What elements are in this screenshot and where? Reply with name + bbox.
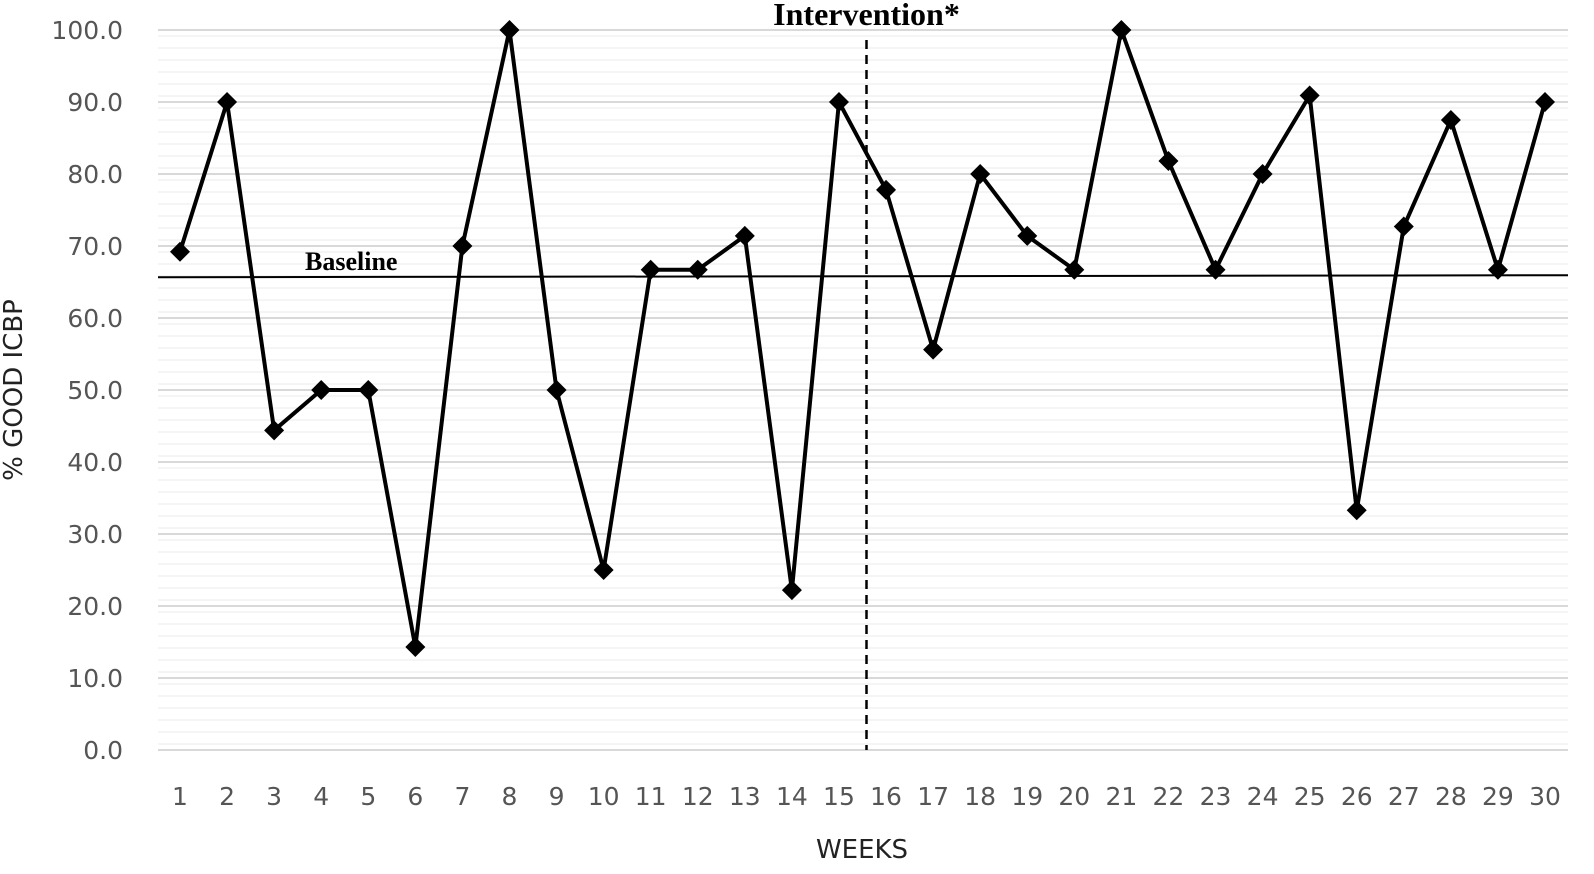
x-tick-label: 21 — [1105, 782, 1137, 811]
data-point — [1205, 259, 1226, 280]
y-tick-label: 90.0 — [67, 88, 123, 117]
data-point — [1440, 110, 1461, 130]
data-point — [1535, 92, 1555, 112]
baseline-line — [157, 274, 1569, 279]
y-tick-label: 50.0 — [67, 376, 123, 405]
series-group — [170, 20, 1555, 658]
baseline-label: Baseline — [305, 247, 397, 276]
x-tick-label: 11 — [635, 782, 667, 811]
y-tick-label: 80.0 — [67, 160, 123, 189]
x-tick-label: 15 — [823, 782, 855, 811]
y-tick-labels: 0.0 10.0 20.0 30.0 40.0 50.0 60.0 70.0 80.0 90.0 1… — [51, 16, 123, 765]
x-tick-label: 16 — [870, 782, 902, 811]
data-point — [828, 92, 849, 112]
data-point — [687, 259, 708, 280]
x-tick-label: 29 — [1482, 782, 1514, 811]
x-tick-label: 17 — [917, 782, 949, 811]
y-tick-label: 100.0 — [51, 16, 123, 45]
data-point — [217, 92, 238, 112]
x-tick-label: 28 — [1435, 782, 1467, 811]
x-tick-label: 2 — [219, 782, 235, 811]
y-tick-label: 30.0 — [67, 520, 123, 549]
x-tick-label: 27 — [1388, 782, 1420, 811]
data-point — [1017, 225, 1038, 246]
data-point — [1346, 500, 1367, 521]
x-tick-label: 9 — [549, 782, 565, 811]
data-point — [1158, 151, 1179, 172]
x-tick-label: 22 — [1153, 782, 1185, 811]
x-tick-labels: 1 2 3 4 5 6 7 8 9 10 11 12 13 14 15 16 17 18 19 20 21 22 23 24 2… — [172, 782, 1561, 811]
x-tick-label: 20 — [1058, 782, 1090, 811]
x-tick-label: 13 — [729, 782, 761, 811]
data-point — [640, 259, 661, 280]
x-tick-label: 8 — [502, 782, 518, 811]
x-tick-label: 6 — [407, 782, 423, 811]
data-point — [876, 179, 897, 200]
data-point — [781, 580, 802, 601]
data-point — [970, 164, 991, 184]
x-tick-label: 26 — [1341, 782, 1373, 811]
x-tick-label: 3 — [266, 782, 282, 811]
x-tick-label: 10 — [588, 782, 620, 811]
x-tick-label: 25 — [1294, 782, 1326, 811]
x-tick-label: 4 — [313, 782, 329, 811]
data-point — [1393, 216, 1414, 237]
data-point — [1299, 85, 1320, 106]
y-tick-label: 60.0 — [67, 304, 123, 333]
y-tick-label: 70.0 — [67, 232, 123, 261]
data-point — [311, 380, 332, 400]
x-tick-label: 30 — [1529, 782, 1561, 811]
x-axis-title: WEEKS — [816, 835, 908, 865]
data-point — [734, 225, 755, 246]
y-tick-label: 10.0 — [67, 664, 123, 693]
x-tick-label: 18 — [964, 782, 996, 811]
data-point — [1487, 259, 1508, 280]
series-line — [178, 28, 1547, 650]
data-point — [358, 380, 379, 400]
x-tick-label: 1 — [172, 782, 188, 811]
x-tick-label: 14 — [776, 782, 808, 811]
data-point — [452, 236, 473, 256]
data-point — [593, 560, 614, 580]
x-tick-label: 23 — [1200, 782, 1232, 811]
data-point — [546, 380, 567, 400]
data-point — [1064, 259, 1085, 280]
data-point — [1111, 20, 1132, 40]
y-axis-title: % GOOD ICBP — [0, 299, 29, 481]
y-tick-label: 20.0 — [67, 592, 123, 621]
y-tick-label: 0.0 — [83, 736, 123, 765]
x-tick-label: 24 — [1247, 782, 1279, 811]
data-point — [923, 339, 944, 360]
data-point — [170, 241, 190, 262]
data-point — [264, 420, 285, 441]
x-tick-label: 7 — [454, 782, 470, 811]
y-tick-label: 40.0 — [67, 448, 123, 477]
data-point — [405, 637, 426, 658]
data-point — [1252, 164, 1273, 184]
data-point — [499, 20, 520, 40]
x-tick-label: 12 — [682, 782, 714, 811]
x-tick-label: 5 — [360, 782, 376, 811]
x-tick-label: 19 — [1011, 782, 1043, 811]
intervention-label: Intervention* — [773, 0, 960, 32]
